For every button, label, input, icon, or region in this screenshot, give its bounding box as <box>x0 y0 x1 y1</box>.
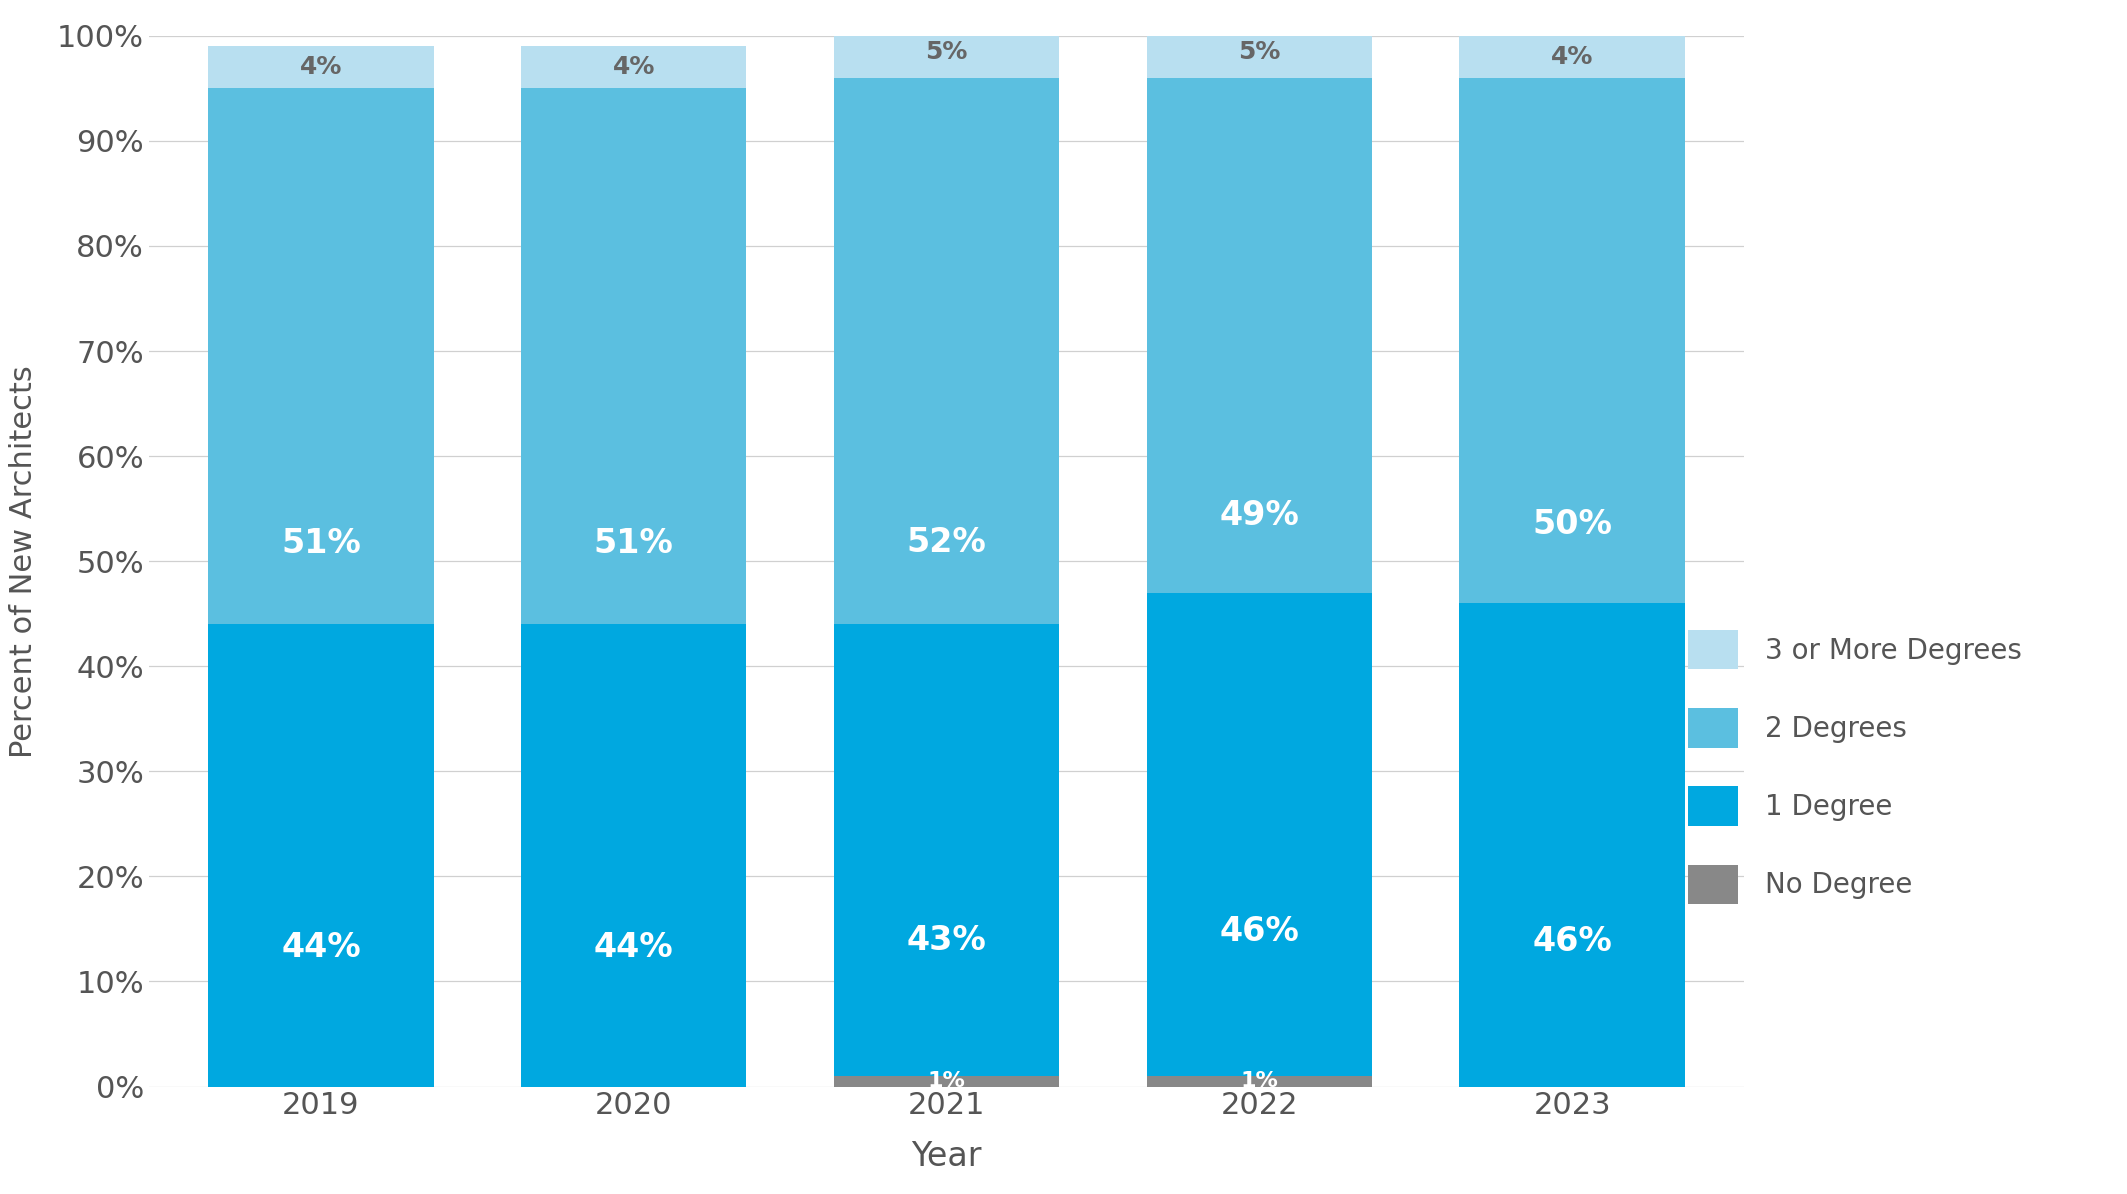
Text: 51%: 51% <box>281 528 362 560</box>
Bar <box>1146 1076 1372 1087</box>
Legend: 3 or More Degrees, 2 Degrees, 1 Degree, No Degree: 3 or More Degrees, 2 Degrees, 1 Degree, … <box>1676 618 2033 915</box>
Bar <box>521 624 747 1087</box>
Bar <box>521 47 747 88</box>
Text: 4%: 4% <box>613 55 655 79</box>
Text: 51%: 51% <box>593 528 674 560</box>
Bar <box>834 78 1059 624</box>
Text: 5%: 5% <box>925 39 968 63</box>
Bar <box>208 624 434 1087</box>
Text: 1%: 1% <box>927 1071 966 1091</box>
Text: 50%: 50% <box>1531 507 1612 541</box>
Y-axis label: Percent of New Architects: Percent of New Architects <box>9 365 38 757</box>
Text: 43%: 43% <box>906 924 987 956</box>
X-axis label: Year: Year <box>910 1140 983 1173</box>
Text: 46%: 46% <box>1219 915 1300 948</box>
Text: 46%: 46% <box>1531 925 1612 958</box>
Bar <box>834 624 1059 1076</box>
Bar <box>1459 603 1685 1087</box>
Bar <box>1146 78 1372 592</box>
Text: 5%: 5% <box>1238 39 1280 63</box>
Text: 1%: 1% <box>1240 1071 1278 1091</box>
Text: 44%: 44% <box>593 931 674 965</box>
Text: 49%: 49% <box>1219 499 1300 533</box>
Text: 44%: 44% <box>281 931 362 965</box>
Text: 4%: 4% <box>300 55 342 79</box>
Bar <box>1459 78 1685 603</box>
Bar <box>521 88 747 624</box>
Bar <box>208 88 434 624</box>
Text: 4%: 4% <box>1551 45 1593 69</box>
Bar <box>1459 36 1685 78</box>
Bar <box>834 25 1059 78</box>
Bar <box>208 47 434 88</box>
Bar <box>1146 592 1372 1076</box>
Text: 52%: 52% <box>906 525 987 559</box>
Bar <box>834 1076 1059 1087</box>
Bar <box>1146 25 1372 78</box>
